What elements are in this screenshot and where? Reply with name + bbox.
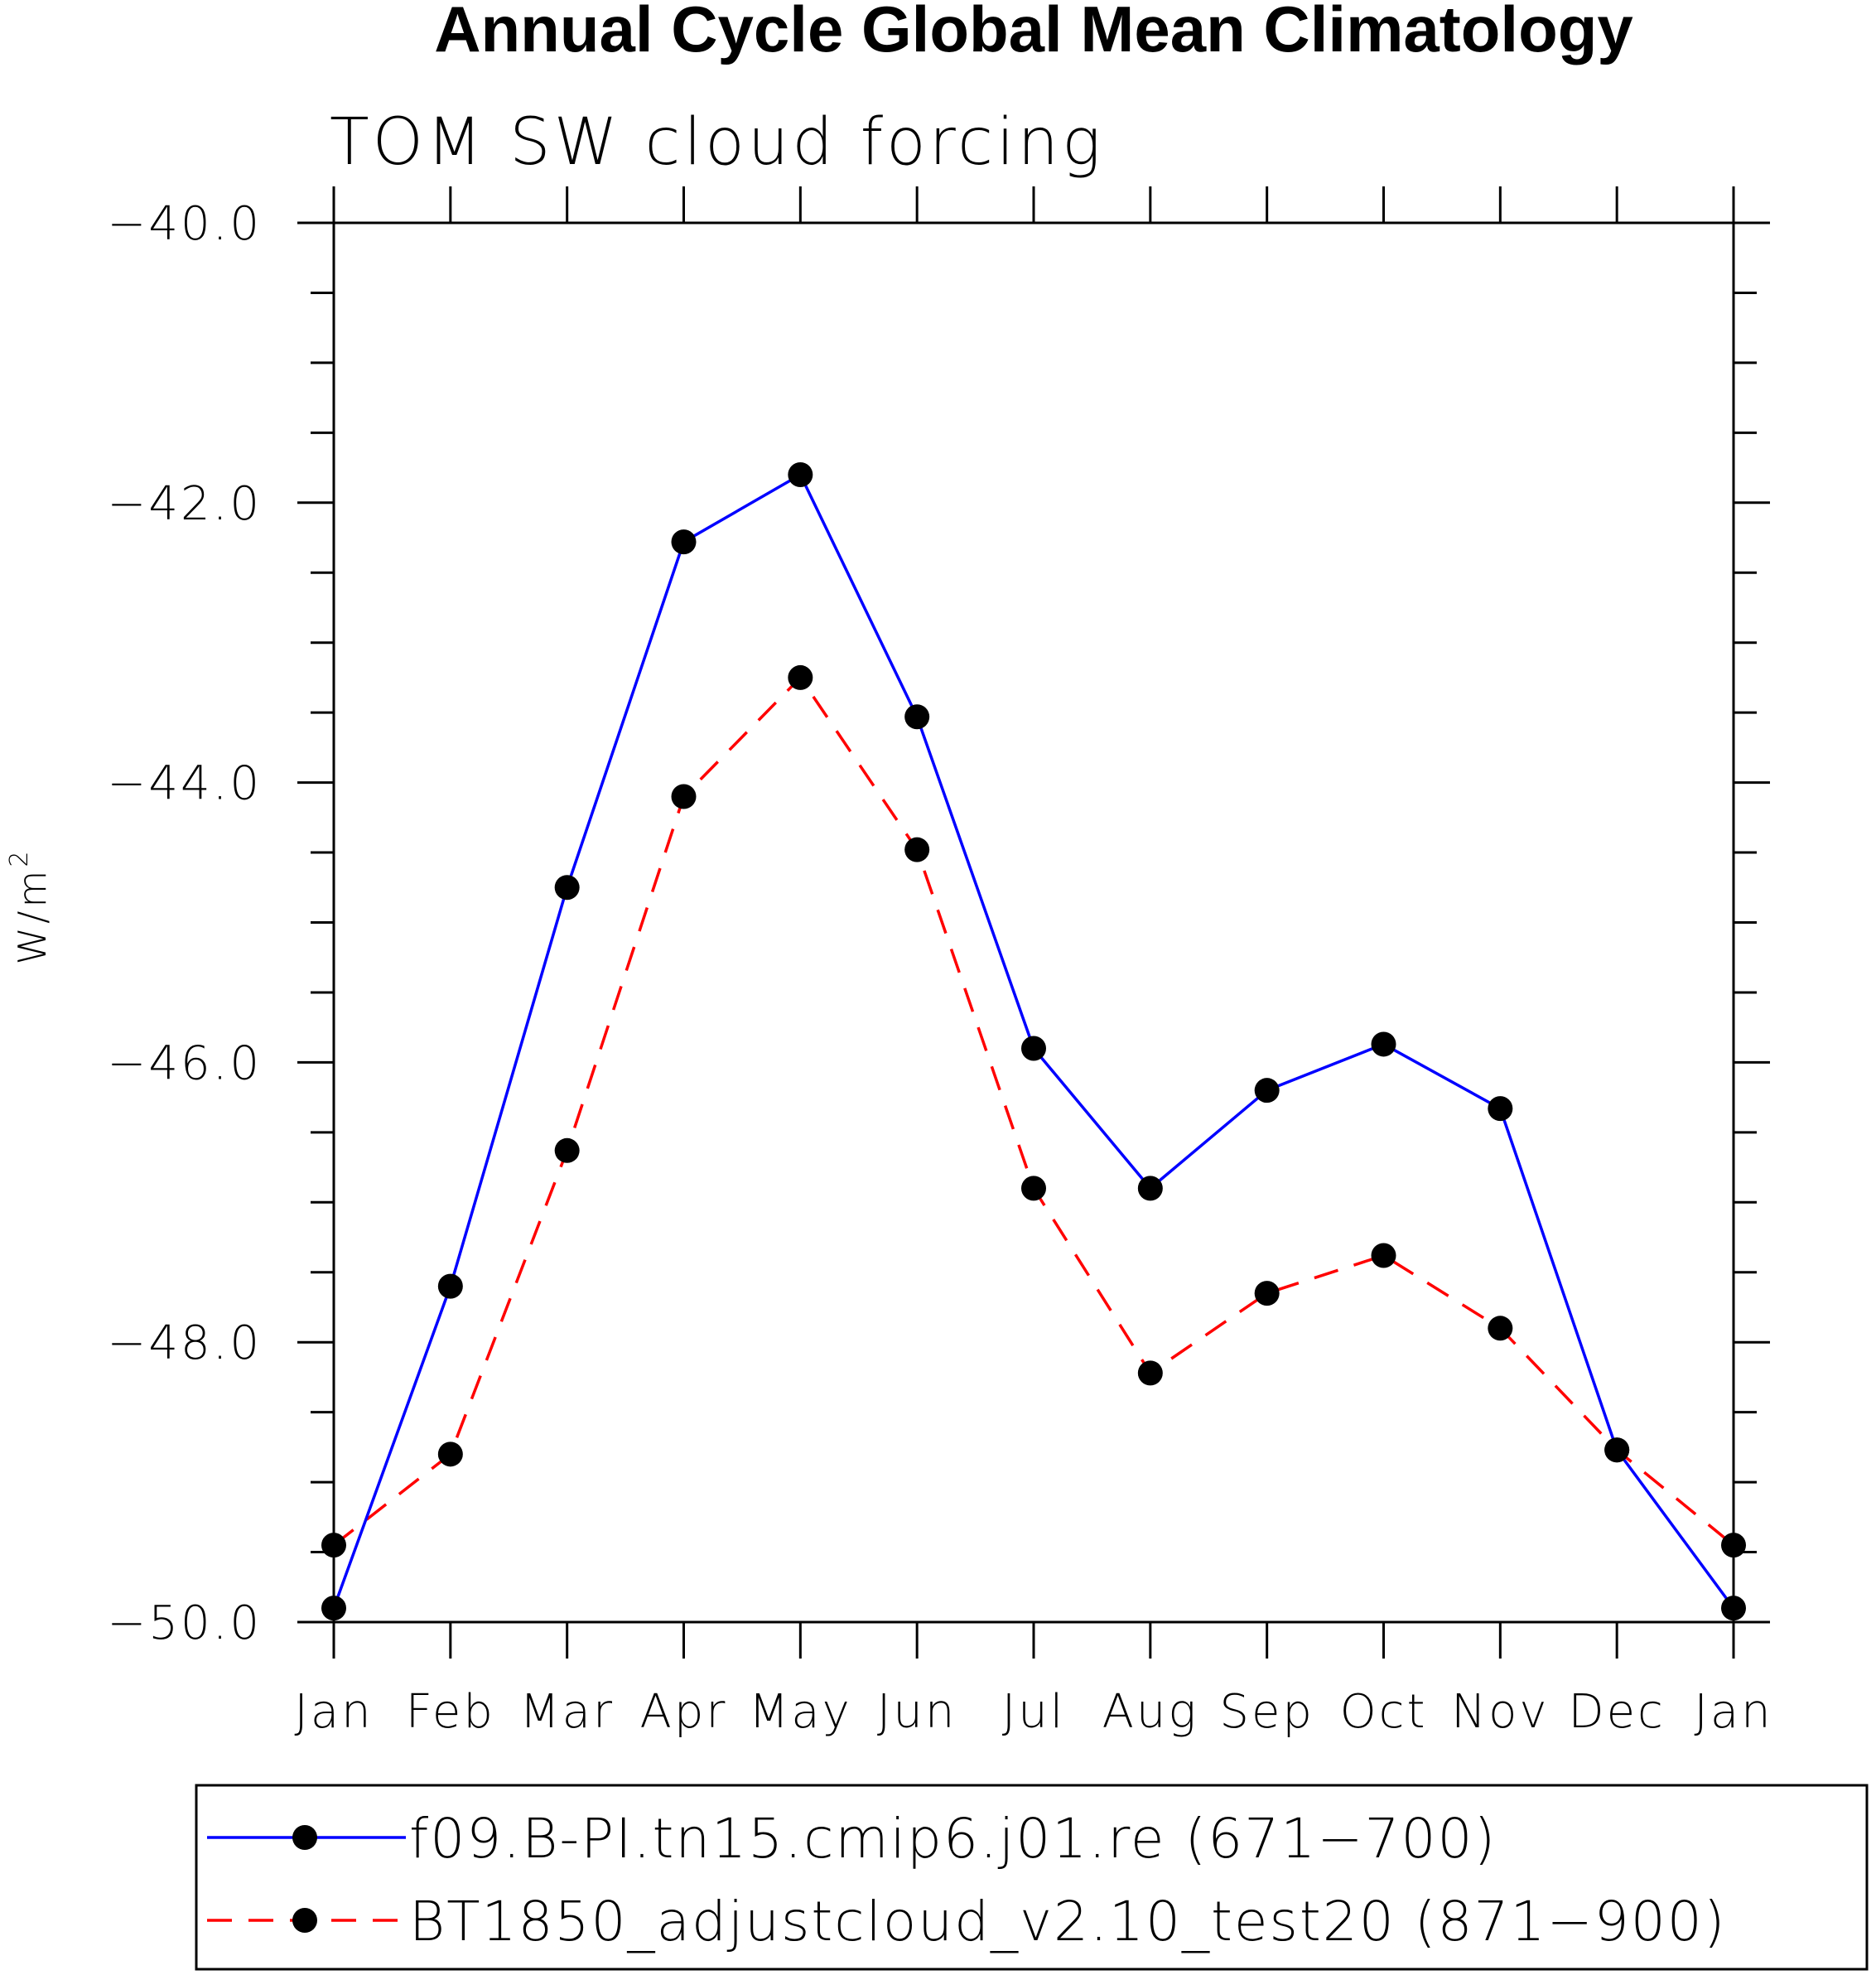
y-tick-label: −50.0 <box>107 1596 262 1650</box>
legend-label: f09.B-PI.tn15.cmip6.j01.re (671−700) <box>409 1807 1497 1871</box>
series-layer <box>321 462 1746 1621</box>
data-point <box>904 837 930 862</box>
data-point <box>1488 1096 1513 1122</box>
x-tick-label: Sep <box>1219 1685 1314 1739</box>
data-point <box>1137 1360 1163 1386</box>
data-point <box>788 462 813 488</box>
x-tick-label: Aug <box>1102 1685 1198 1739</box>
series-line <box>332 676 1735 1547</box>
x-tick-label: Jan <box>1694 1685 1772 1739</box>
data-point <box>1254 1281 1280 1306</box>
data-point <box>1021 1036 1046 1061</box>
legend-box <box>195 1784 1869 1971</box>
data-point <box>554 1137 580 1163</box>
data-point <box>671 784 697 809</box>
data-point <box>1371 1243 1396 1268</box>
data-point <box>671 529 697 555</box>
data-point <box>1604 1437 1630 1463</box>
y-tick-label: −48.0 <box>107 1316 262 1370</box>
legend-entry: BT1850_adjustcloud_v2.10_test20 (871−900… <box>207 1890 1726 1953</box>
x-tick-label: May <box>749 1685 852 1739</box>
x-tick-label: Nov <box>1451 1685 1549 1739</box>
data-point <box>1488 1316 1513 1341</box>
y-tick-labels: −40.0 −42.0 −44.0 −46.0 −48.0 −50.0 <box>107 197 262 1650</box>
plot-frame <box>332 221 1735 1624</box>
data-point <box>1254 1078 1280 1103</box>
x-tick-label: Dec <box>1568 1685 1665 1739</box>
chart-title: Annual Cycle Global Mean Climatology <box>434 0 1633 65</box>
data-point <box>554 875 580 901</box>
data-point <box>1137 1176 1163 1201</box>
legend-marker <box>292 1825 317 1850</box>
y-tick-label: −42.0 <box>107 477 262 531</box>
data-point <box>904 704 930 730</box>
chart-subtitle: TOM SW cloud forcing <box>330 105 1104 180</box>
x-tick-label: Feb <box>406 1685 495 1739</box>
y-tick-label: −40.0 <box>107 197 262 251</box>
data-point <box>1371 1031 1396 1057</box>
data-point <box>437 1441 463 1467</box>
y-tick-label: −44.0 <box>107 757 262 811</box>
y-tick-label: −46.0 <box>107 1036 262 1090</box>
x-tick-label: Oct <box>1340 1685 1428 1739</box>
legend: f09.B-PI.tn15.cmip6.j01.re (671−700) BT18… <box>195 1784 1869 1971</box>
legend-entries: f09.B-PI.tn15.cmip6.j01.re (671−700) BT18… <box>207 1807 1726 1953</box>
axis-ticks <box>297 186 1770 1659</box>
x-tick-labels: Jan Feb Mar Apr May Jun Jul Aug Sep Oct Nov Dec Jan <box>294 1685 1772 1739</box>
data-point <box>788 664 813 690</box>
y-axis-label: W/m2 <box>5 848 55 965</box>
series-markers <box>321 462 1746 1621</box>
data-point <box>437 1273 463 1299</box>
x-tick-label: Jun <box>877 1685 957 1739</box>
legend-entry: f09.B-PI.tn15.cmip6.j01.re (671−700) <box>207 1807 1497 1871</box>
legend-label: BT1850_adjustcloud_v2.10_test20 (871−900… <box>409 1890 1726 1953</box>
x-tick-label: Jul <box>1002 1685 1066 1739</box>
x-tick-label: Apr <box>640 1685 728 1739</box>
data-point <box>1021 1176 1046 1201</box>
x-tick-label: Jan <box>294 1685 373 1739</box>
x-tick-label: Mar <box>519 1685 615 1739</box>
legend-marker <box>292 1908 317 1933</box>
